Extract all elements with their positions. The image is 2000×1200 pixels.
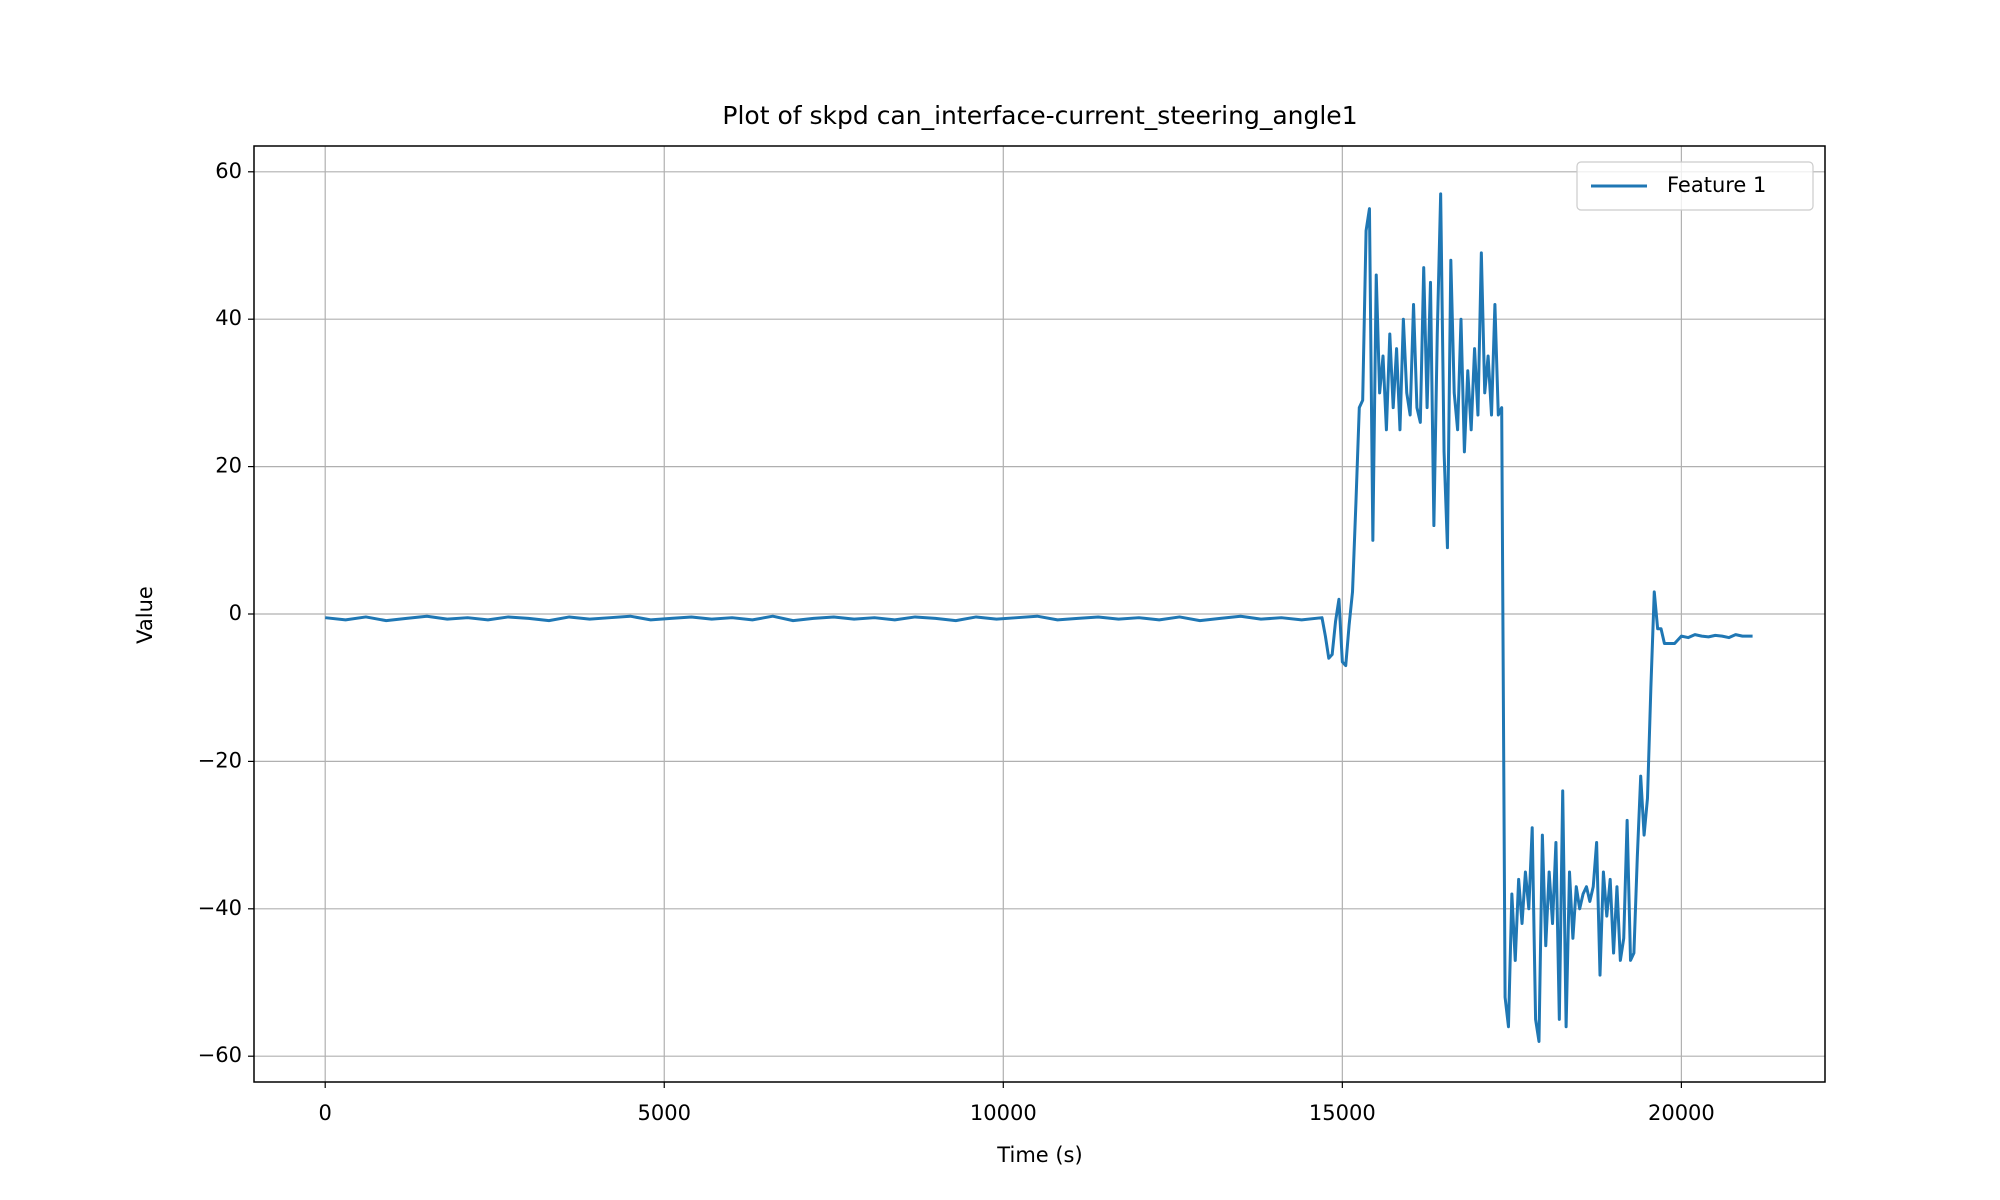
x-tick-label: 5000	[638, 1101, 691, 1125]
y-tick-label: 0	[229, 601, 242, 625]
chart-title: Plot of skpd can_interface-current_steer…	[722, 101, 1357, 130]
y-axis-label: Value	[133, 586, 157, 644]
y-tick-label: −40	[198, 896, 242, 920]
y-tick-label: −60	[198, 1043, 242, 1067]
y-tick-label: −20	[198, 748, 242, 772]
data-line	[325, 192, 1753, 1043]
y-tick-label: 20	[215, 454, 242, 478]
y-tick-label: 40	[215, 306, 242, 330]
x-tick-label: 20000	[1648, 1101, 1715, 1125]
legend-label: Feature 1	[1667, 173, 1766, 197]
x-tick-label: 0	[319, 1101, 332, 1125]
y-tick-label: 60	[215, 159, 242, 183]
x-axis-label: Time (s)	[996, 1143, 1082, 1167]
x-tick-label: 10000	[970, 1101, 1037, 1125]
axes-frame	[253, 145, 1826, 1083]
legend-box	[1576, 161, 1814, 211]
x-tick-label: 15000	[1309, 1101, 1376, 1125]
